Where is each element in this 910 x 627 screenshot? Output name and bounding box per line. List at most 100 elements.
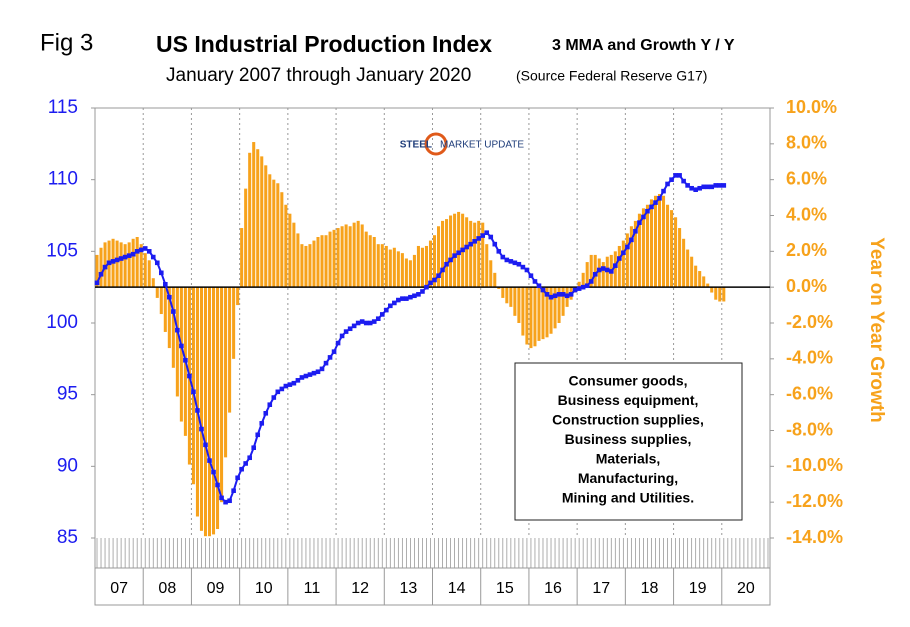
line-marker bbox=[560, 292, 566, 297]
bar bbox=[220, 287, 224, 503]
y2-tick-label: 0.0% bbox=[786, 276, 827, 296]
bar bbox=[449, 215, 453, 288]
bar bbox=[276, 183, 280, 288]
bar bbox=[408, 260, 412, 288]
bar bbox=[537, 287, 541, 341]
fig-label: Fig 3 bbox=[40, 29, 93, 56]
bar bbox=[505, 287, 509, 304]
line-marker bbox=[641, 214, 646, 220]
bar bbox=[272, 179, 276, 288]
bar bbox=[199, 287, 203, 531]
line-marker bbox=[199, 426, 204, 432]
bar bbox=[473, 222, 477, 288]
line-marker bbox=[251, 445, 257, 450]
bar bbox=[633, 220, 637, 288]
note-line: Manufacturing, bbox=[578, 470, 678, 486]
line-marker bbox=[500, 254, 506, 260]
line-marker bbox=[371, 319, 377, 324]
bar bbox=[678, 228, 682, 288]
bar bbox=[424, 245, 428, 288]
y2-tick-label: 2.0% bbox=[786, 240, 827, 260]
bar bbox=[324, 235, 328, 288]
line-marker bbox=[444, 261, 449, 267]
x-tick-label: 09 bbox=[207, 580, 225, 597]
bar bbox=[674, 217, 678, 288]
bar bbox=[232, 287, 236, 359]
line-marker bbox=[351, 323, 357, 329]
bar bbox=[356, 220, 360, 288]
bar bbox=[332, 229, 336, 288]
line-marker bbox=[484, 230, 490, 235]
bar bbox=[641, 208, 645, 288]
line-marker bbox=[685, 183, 690, 188]
line-marker bbox=[219, 495, 224, 501]
line-marker bbox=[604, 267, 610, 273]
line-marker bbox=[613, 263, 618, 268]
line-marker bbox=[106, 260, 112, 266]
bar bbox=[597, 258, 601, 288]
subtitle: January 2007 through January 2020 bbox=[166, 65, 471, 86]
line-marker bbox=[114, 257, 120, 263]
line-marker bbox=[596, 267, 602, 273]
line-marker bbox=[299, 375, 305, 380]
line-marker bbox=[263, 411, 269, 416]
bar bbox=[264, 165, 268, 288]
line-marker bbox=[532, 279, 538, 284]
bar bbox=[481, 222, 485, 288]
bar bbox=[191, 287, 195, 485]
bar bbox=[348, 226, 352, 288]
line-marker bbox=[516, 261, 522, 267]
bar bbox=[722, 287, 726, 302]
x-tick-label: 16 bbox=[544, 580, 562, 597]
line-marker bbox=[576, 286, 582, 291]
bar bbox=[662, 195, 666, 288]
bar bbox=[131, 238, 135, 288]
line-marker bbox=[408, 294, 413, 300]
line-marker bbox=[122, 254, 128, 260]
line-marker bbox=[705, 184, 711, 190]
line-marker bbox=[584, 283, 590, 289]
line-marker bbox=[211, 469, 216, 475]
bar bbox=[228, 287, 232, 413]
line-marker bbox=[717, 183, 723, 188]
bar bbox=[207, 287, 212, 537]
bar bbox=[320, 235, 324, 288]
line-marker bbox=[283, 383, 289, 389]
line-marker bbox=[94, 280, 100, 286]
line-marker bbox=[392, 300, 397, 306]
y2-tick-label: -2.0% bbox=[786, 312, 833, 332]
line-marker bbox=[146, 249, 152, 254]
line-marker bbox=[138, 247, 144, 253]
bar bbox=[617, 245, 621, 288]
line-marker bbox=[649, 204, 654, 210]
line-marker bbox=[311, 370, 317, 376]
line-marker bbox=[412, 293, 417, 299]
line-marker bbox=[673, 173, 678, 178]
line-marker bbox=[359, 319, 365, 324]
bar bbox=[645, 204, 649, 288]
bar bbox=[529, 287, 533, 349]
bar bbox=[224, 287, 228, 458]
line-marker bbox=[315, 369, 321, 375]
x-tick-label: 18 bbox=[641, 580, 659, 597]
line-marker bbox=[259, 421, 265, 426]
bar bbox=[428, 240, 433, 288]
line-marker bbox=[629, 237, 634, 243]
line-marker bbox=[600, 266, 606, 271]
bar bbox=[99, 247, 103, 288]
line-marker bbox=[207, 458, 212, 463]
y-tick-label: 115 bbox=[48, 97, 78, 118]
bar bbox=[657, 194, 662, 288]
bar bbox=[541, 287, 545, 340]
y2-tick-label: -4.0% bbox=[786, 348, 833, 368]
line-marker bbox=[167, 294, 172, 300]
line-marker bbox=[536, 283, 542, 289]
line-marker bbox=[552, 293, 558, 299]
line-marker bbox=[287, 382, 293, 387]
bar bbox=[147, 260, 151, 288]
note-line: Mining and Utilities. bbox=[562, 490, 694, 506]
line-marker bbox=[460, 247, 465, 253]
bar bbox=[364, 231, 368, 288]
bar bbox=[135, 237, 139, 288]
bar bbox=[167, 287, 171, 349]
